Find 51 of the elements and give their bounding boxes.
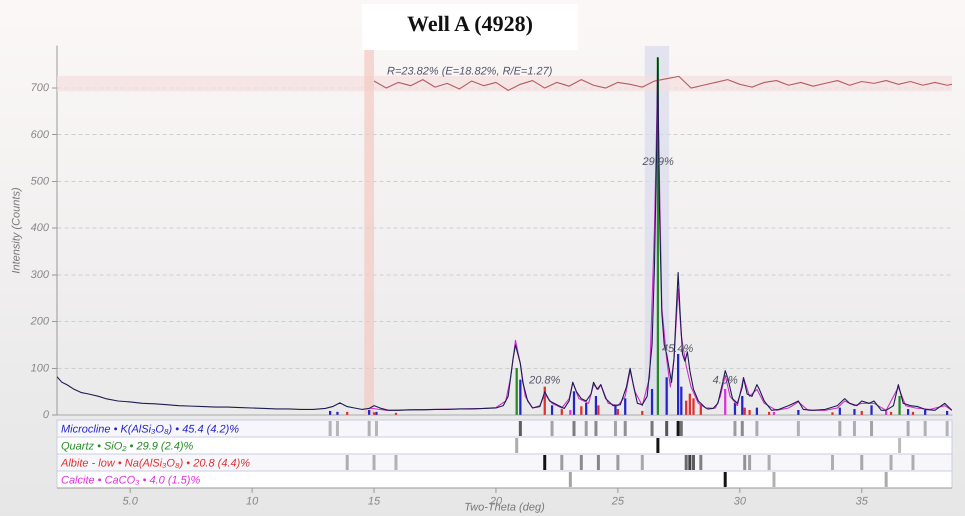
x-tick-label: 5.0 [122, 496, 139, 508]
text: Calcite • CaCO₃ • 4.0 (1.5)% [61, 474, 200, 487]
text: Albite - low • Na(AlSi₃O₈) • 20.8 (4.4)% [60, 458, 250, 470]
bar [616, 409, 620, 415]
annotation: R=23.82% (E=18.82%, R/E=1.27) [387, 66, 553, 78]
y-tick-label: 700 [30, 82, 50, 94]
bar [906, 409, 910, 415]
bar [580, 406, 582, 415]
x-tick-label: 10 [246, 496, 260, 508]
x-tick-label: 30 [734, 496, 747, 508]
bar [744, 408, 746, 415]
y-tick-label: 500 [30, 176, 50, 188]
y-tick-label: 300 [30, 268, 50, 281]
bar [860, 410, 863, 415]
bar [946, 410, 948, 415]
bar [677, 354, 680, 415]
bar [585, 402, 588, 415]
x-tick-label: 25 [610, 496, 625, 508]
bar [700, 404, 702, 415]
y-tick-label: 0 [42, 409, 50, 422]
annotation: 20.8% [528, 374, 561, 387]
bar [569, 410, 572, 415]
bar [666, 377, 668, 415]
bar [368, 410, 370, 415]
bar [853, 409, 856, 415]
y-tick-label: 400 [30, 222, 50, 234]
text: Microcline • K(AlSi₃O₈) • 45.4 (4.2)% [61, 424, 240, 436]
y-tick-label: 200 [30, 316, 50, 328]
bar [641, 410, 644, 415]
text: Quartz • SiO₂ • 29.9 (2.4)% [61, 440, 194, 453]
bar [516, 368, 518, 415]
bar [329, 410, 332, 415]
bar [885, 410, 888, 415]
x-axis-title: Two-Theta (deg) [464, 501, 546, 514]
bar [724, 388, 726, 415]
y-axis-title: Intensity (Counts) [10, 187, 23, 274]
bar [748, 410, 751, 415]
bar [560, 409, 563, 415]
bar [838, 408, 841, 415]
bar [741, 396, 744, 415]
bar [924, 410, 926, 415]
bar [346, 412, 348, 415]
bar [519, 380, 522, 415]
x-tick-label: 15 [368, 496, 382, 508]
y-tick-label: 100 [30, 362, 50, 374]
y-tick-label: 600 [30, 128, 50, 141]
bar [688, 394, 691, 415]
bar [797, 410, 800, 415]
bar [756, 408, 758, 415]
bar [624, 398, 626, 415]
x-tick-label: 35 [856, 496, 869, 508]
